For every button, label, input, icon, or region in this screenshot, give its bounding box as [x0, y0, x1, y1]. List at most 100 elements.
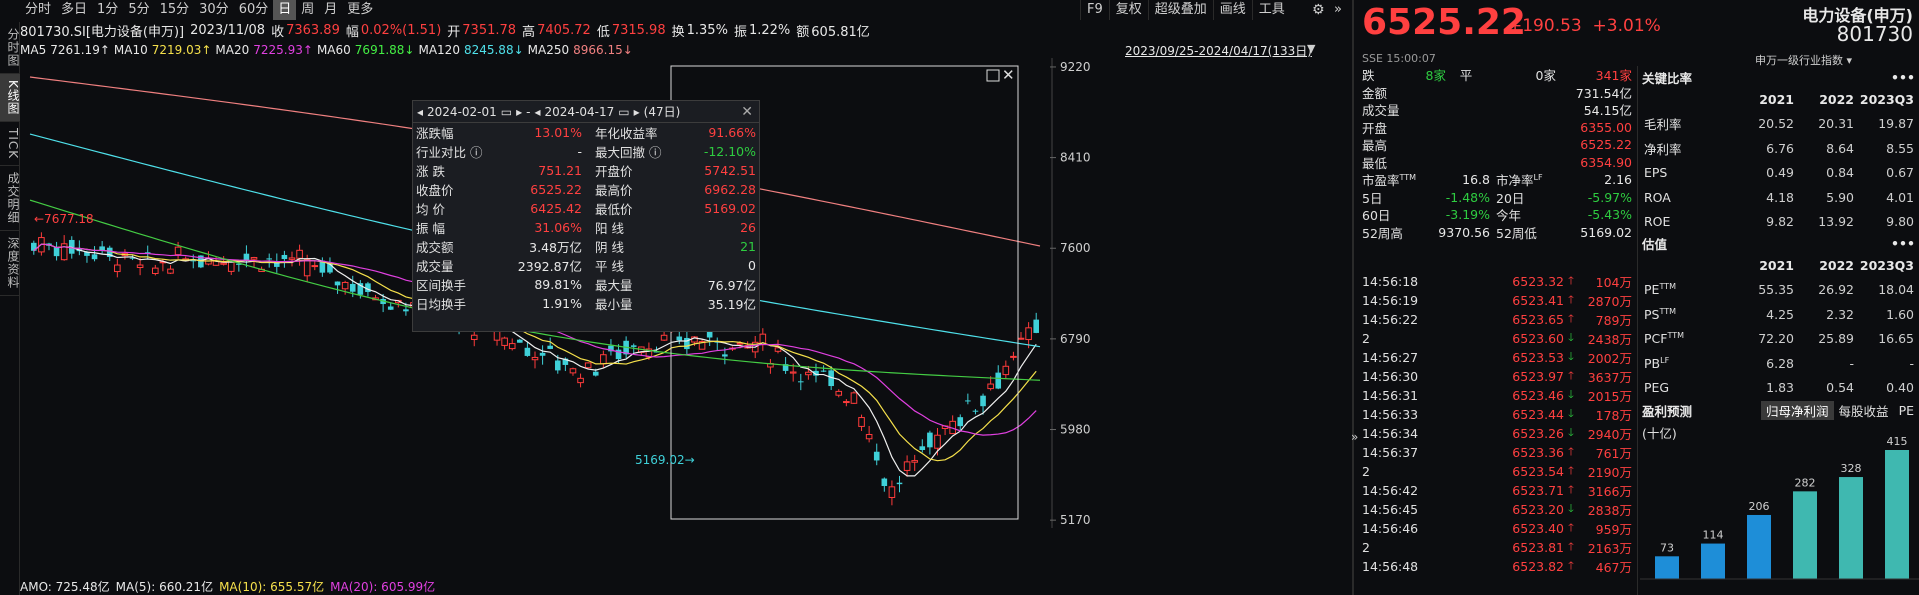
next-start-icon[interactable]: ▸ [516, 104, 523, 119]
period-tab-4[interactable]: 15分 [159, 2, 190, 17]
calendar-icon[interactable]: ▭ [618, 104, 630, 119]
popup-key: 平 线 [595, 259, 624, 274]
maximize-icon[interactable] [986, 69, 1000, 82]
period-tab-7[interactable]: 日 [273, 0, 297, 20]
forecast-tab-2[interactable]: PE [1898, 402, 1914, 418]
tick-list[interactable]: 14:56:18 6523.32 🡑 104万 14:56:19 6523.41 🡑 2870… [1362, 272, 1632, 576]
popup-key: 收盘价 [416, 183, 454, 198]
date-range-link[interactable]: 2023/09/25-2024/04/17(133日) [1125, 44, 1312, 58]
ma250-label: MA250 [527, 43, 570, 57]
prev-start-icon[interactable]: ◂ [417, 104, 424, 119]
low-label: 低 [596, 24, 610, 40]
ratio-key: ROE [1644, 214, 1671, 230]
candle-body [341, 281, 349, 290]
period-tab-1[interactable]: 多日 [61, 2, 88, 17]
vnav-item-4[interactable]: 深度资料 [0, 231, 20, 296]
candle-body [501, 337, 508, 346]
arrow-down-icon: 🡓 [1568, 407, 1574, 420]
popup-value: 6962.28 [704, 182, 756, 197]
close-icon[interactable]: ✕ [1002, 66, 1015, 84]
vnav-item-1[interactable]: K线图 [0, 74, 20, 122]
tick-volume: 2002万 [1587, 351, 1632, 366]
stat-row: 最低 6354.90 [1362, 154, 1632, 172]
collapse-icon[interactable]: » [1351, 430, 1359, 444]
popup-row: 行业对比 ⓘ - 最大回撤 ⓘ -12.10% [413, 142, 759, 161]
tool-button-3[interactable]: 画线 [1212, 0, 1252, 20]
ratio-value: 2.32 [1826, 306, 1854, 322]
tick-price: 6523.71 [1512, 483, 1564, 498]
arrow-up-icon: 🡑 [1568, 369, 1574, 382]
turn-value: 1.35% [686, 22, 728, 38]
chevron-down-icon[interactable]: ▾ [1846, 54, 1853, 67]
period-tab-3[interactable]: 5分 [128, 2, 150, 17]
popup-value: 2392.87亿 [517, 259, 582, 274]
period-tab-6[interactable]: 60分 [238, 2, 269, 17]
candle-body [31, 242, 37, 251]
tick-row: 14:56:18 6523.32 🡑 104万 [1362, 272, 1632, 291]
flat-label: 平 [1459, 68, 1473, 84]
expand-icon[interactable]: » [1334, 2, 1342, 17]
tick-volume: 3166万 [1587, 484, 1632, 499]
popup-key: 涨跌幅 [416, 126, 454, 141]
tool-button-1[interactable]: 复权 [1108, 0, 1148, 20]
candle-body [281, 254, 288, 260]
tick-row: 14:56:31 6523.46 🡓 2015万 [1362, 386, 1632, 405]
tick-price: 6523.44 [1512, 407, 1564, 422]
close-icon[interactable]: ✕ [741, 103, 753, 120]
more-icon[interactable]: ••• [1891, 70, 1915, 85]
next-end-icon[interactable]: ▸ [633, 104, 640, 119]
calendar-icon[interactable]: ▭ [500, 104, 513, 119]
tick-price: 6523.65 [1512, 312, 1564, 327]
popup-key: 成交额 [416, 240, 454, 255]
range-dropdown-icon[interactable]: ▼ [1307, 42, 1316, 55]
candle-body [698, 341, 706, 350]
stat-value: 6355.00 [1580, 119, 1632, 135]
vnav-item-2[interactable]: TICK [0, 122, 20, 166]
popup-key: 行业对比 ⓘ [416, 145, 483, 160]
popup-value: 751.21 [538, 163, 582, 178]
arrow-up-icon: 🡑 [1568, 293, 1574, 306]
vnav-item-3[interactable]: 成交明细 [0, 166, 20, 231]
ratio-value: 19.87 [1878, 116, 1914, 132]
stat-value: 16.8 [1462, 172, 1490, 188]
candle-body [129, 257, 136, 259]
candle-body [608, 345, 614, 352]
period-tab-5[interactable]: 30分 [199, 2, 229, 17]
period-tab-9[interactable]: 月 [324, 2, 338, 17]
tool-button-0[interactable]: F9 [1080, 0, 1109, 20]
stat-value: 9370.56 [1438, 224, 1490, 240]
gear-icon[interactable]: ⚙ [1312, 2, 1325, 18]
amo-value: AMO: 725.48亿 [20, 580, 110, 594]
candle-body [547, 345, 553, 349]
tick-volume: 789万 [1595, 313, 1632, 328]
forecast-tab-0[interactable]: 归母净利润 [1761, 400, 1834, 420]
tick-row: 14:56:33 6523.44 🡓 178万 [1362, 405, 1632, 424]
start-date[interactable]: 2024-02-01 [427, 104, 497, 119]
more-icon[interactable]: ••• [1891, 236, 1915, 251]
candle-body [676, 336, 683, 341]
candle-body [524, 347, 531, 356]
forecast-header: 盈利预测 归母净利润 每股收益 PE [1640, 400, 1919, 420]
tick-volume: 959万 [1595, 522, 1632, 537]
period-tab-8[interactable]: 周 [301, 2, 315, 17]
end-date[interactable]: 2024-04-17 [544, 104, 615, 119]
forecast-bar [1701, 543, 1725, 579]
arrow-down-icon: 🡓 [1568, 502, 1574, 515]
close-label: 收 [271, 24, 285, 40]
period-tab-10[interactable]: 更多 [347, 2, 374, 17]
ma60-value: 7691.88↓ [354, 43, 415, 57]
period-tab-2[interactable]: 1分 [97, 2, 119, 17]
vnav-item-0[interactable]: 分时图 [0, 22, 20, 74]
forecast-tab-1[interactable]: 每股收益 [1838, 403, 1889, 419]
security-code: 801730 [1836, 22, 1913, 46]
prev-end-icon[interactable]: ◂ [534, 104, 541, 119]
ratio-value: 16.65 [1878, 331, 1914, 347]
period-tab-0[interactable]: 分时 [25, 2, 52, 17]
change-pct: +3.01% [1592, 16, 1661, 36]
arrow-up-icon: 🡑 [1568, 559, 1574, 572]
tool-button-2[interactable]: 超级叠加 [1147, 0, 1213, 20]
candle-body [266, 258, 273, 260]
tool-button-4[interactable]: 工具 [1251, 0, 1291, 20]
ratio-value: 8.55 [1886, 140, 1914, 156]
